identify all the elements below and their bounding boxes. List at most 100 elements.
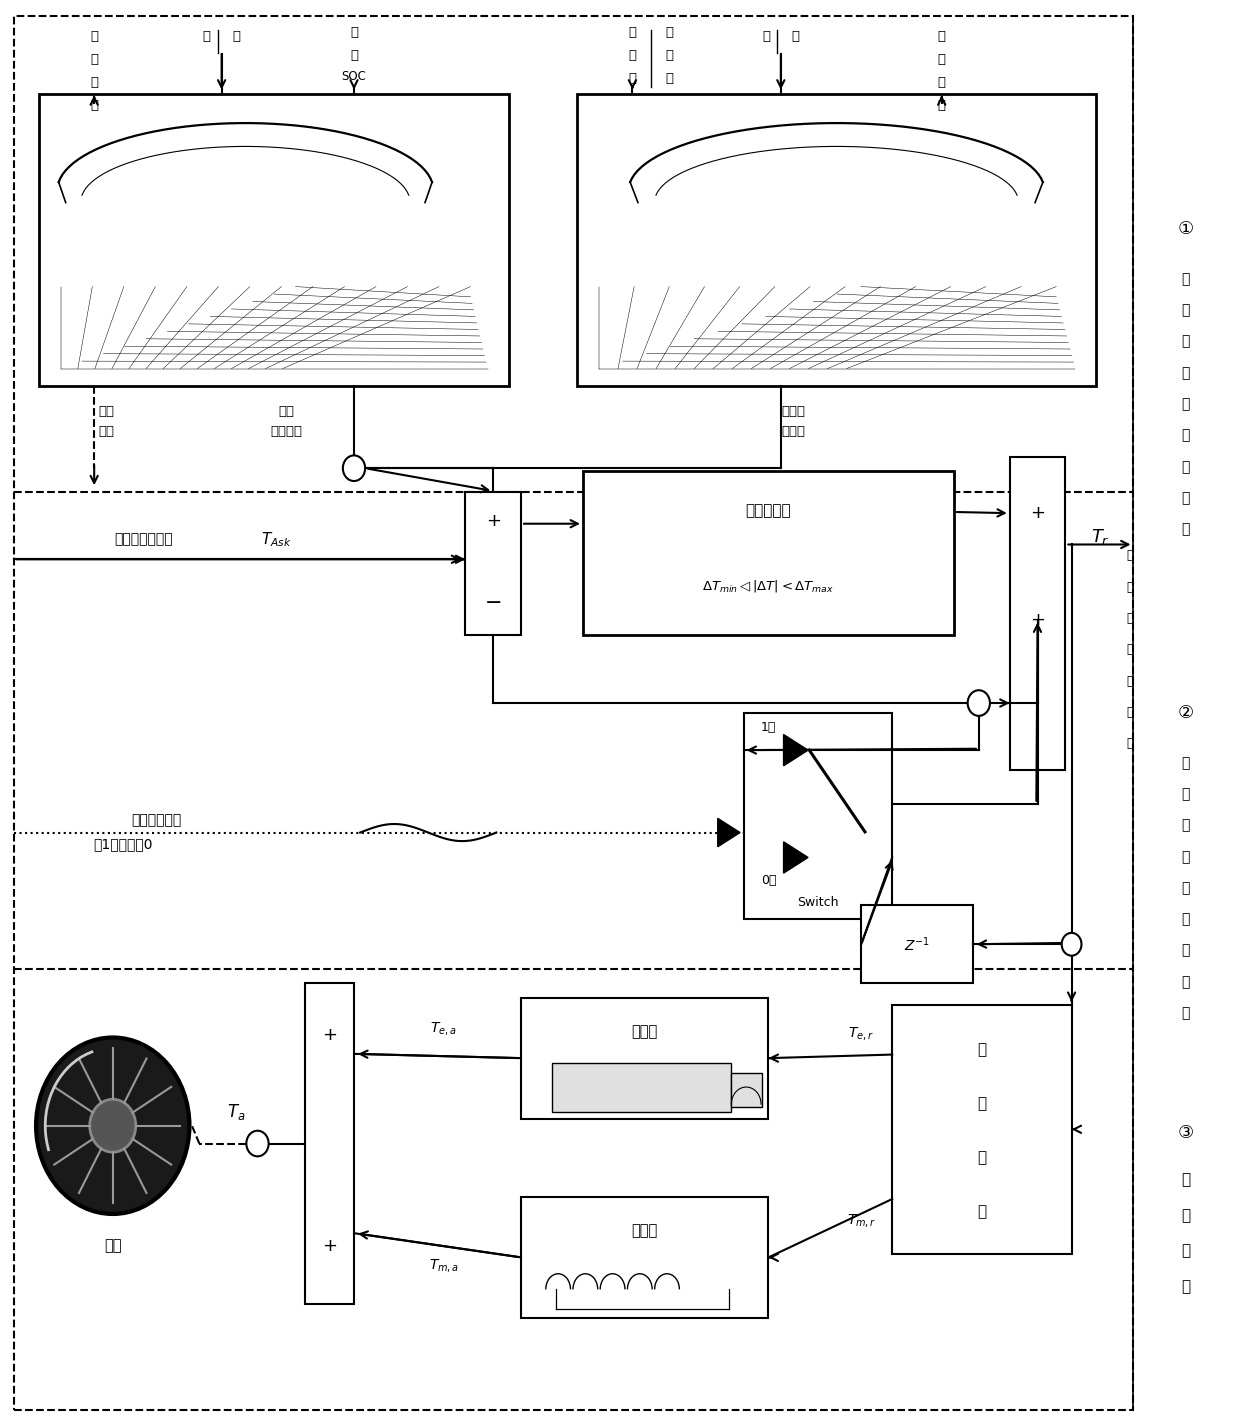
Circle shape (36, 1038, 190, 1214)
Text: 驾: 驾 (1182, 272, 1189, 287)
Circle shape (343, 455, 365, 481)
Text: 动: 动 (1182, 756, 1189, 770)
Bar (38, 94, 508, 385)
Text: 制动: 制动 (98, 425, 114, 438)
Text: 速: 速 (791, 30, 800, 43)
Text: 转: 转 (977, 1042, 987, 1057)
Text: 制动转矩: 制动转矩 (270, 425, 303, 438)
Text: 柄: 柄 (666, 26, 673, 39)
Text: 电: 电 (350, 26, 358, 39)
Text: 转: 转 (1126, 706, 1133, 719)
Bar (583, 471, 954, 635)
Bar (744, 713, 893, 920)
Text: 位: 位 (666, 48, 673, 61)
Text: +: + (321, 1236, 337, 1255)
Bar (732, 1072, 763, 1107)
Text: 需: 需 (1182, 366, 1189, 379)
Text: 手: 手 (629, 71, 636, 84)
Text: ①: ① (1177, 220, 1193, 238)
Text: 板: 板 (937, 98, 946, 111)
Text: 解: 解 (1182, 1007, 1189, 1020)
Text: 转: 转 (1182, 913, 1189, 927)
Text: Switch: Switch (797, 896, 838, 908)
Text: 求: 求 (1126, 674, 1133, 687)
Text: 车: 车 (763, 30, 770, 43)
Text: 源: 源 (1182, 819, 1189, 833)
Text: 板: 板 (91, 98, 98, 111)
Bar (577, 94, 1096, 385)
Bar (1009, 456, 1065, 770)
Text: 力: 力 (1182, 787, 1189, 801)
Text: 求: 求 (1182, 398, 1189, 411)
Text: ③: ③ (1177, 1124, 1193, 1142)
Circle shape (247, 1131, 269, 1156)
Text: 驱动: 驱动 (104, 1238, 122, 1253)
Text: SOC: SOC (341, 70, 367, 83)
Bar (862, 906, 972, 984)
Text: 矩: 矩 (977, 1097, 987, 1111)
Polygon shape (718, 819, 740, 847)
Text: 速: 速 (937, 53, 946, 66)
Text: 转: 转 (1182, 428, 1189, 442)
Text: 置: 置 (666, 71, 673, 84)
Bar (521, 998, 769, 1118)
Text: $T_{Ask}$: $T_{Ask}$ (260, 530, 291, 549)
Text: 分: 分 (1180, 1243, 1190, 1259)
Text: 限制变化率: 限制变化率 (745, 503, 791, 518)
Text: 加: 加 (937, 30, 946, 43)
Text: $T_{m,r}$: $T_{m,r}$ (847, 1212, 875, 1229)
Text: +: + (1030, 505, 1045, 522)
Circle shape (89, 1099, 135, 1152)
Text: 矩: 矩 (1180, 1208, 1190, 1224)
Text: 机械: 机械 (98, 405, 114, 418)
Text: $T_{e,a}$: $T_{e,a}$ (430, 1020, 458, 1037)
Text: 档: 档 (629, 48, 636, 61)
Bar (552, 1064, 732, 1111)
Text: $Z^{-1}$: $Z^{-1}$ (904, 935, 930, 954)
Polygon shape (784, 734, 808, 766)
Text: $T_{m,a}$: $T_{m,a}$ (429, 1256, 459, 1273)
Text: +: + (486, 512, 501, 530)
Text: +: + (1030, 610, 1045, 629)
Text: +: + (321, 1025, 337, 1044)
Text: 力: 力 (1126, 580, 1133, 593)
Circle shape (967, 690, 990, 716)
Text: 求转矩: 求转矩 (781, 425, 805, 438)
Text: 矩: 矩 (1126, 737, 1133, 750)
Text: 配: 配 (1180, 1279, 1190, 1293)
Text: 动: 动 (91, 53, 98, 66)
Text: 速: 速 (232, 30, 241, 43)
Text: 1通: 1通 (761, 722, 776, 734)
Text: 换: 换 (629, 26, 636, 39)
Text: −: − (485, 593, 502, 613)
Text: 需: 需 (1182, 850, 1189, 864)
Text: 发动机: 发动机 (631, 1024, 658, 1040)
Text: 踏: 踏 (937, 76, 946, 88)
Text: 池: 池 (350, 48, 358, 61)
Text: 动: 动 (1126, 549, 1133, 562)
Text: 0通: 0通 (760, 874, 776, 887)
Text: 分: 分 (977, 1151, 987, 1165)
Bar (521, 1196, 769, 1318)
Bar (305, 984, 353, 1303)
Text: 员: 员 (1182, 335, 1189, 348)
Text: $T_r$: $T_r$ (1091, 528, 1110, 548)
Text: 模式切换时刻: 模式切换时刻 (131, 813, 181, 827)
Text: 配: 配 (977, 1205, 987, 1219)
Text: 驱动需: 驱动需 (781, 405, 805, 418)
Polygon shape (784, 841, 808, 873)
Text: 求: 求 (1182, 491, 1189, 505)
Text: 再生: 再生 (278, 405, 294, 418)
Text: 制: 制 (91, 30, 98, 43)
Bar (893, 1005, 1071, 1253)
Text: 解: 解 (1182, 522, 1189, 536)
Text: 驾驶员需求转矩: 驾驶员需求转矩 (114, 532, 174, 546)
Text: 矩: 矩 (1182, 459, 1189, 473)
Text: 为1，否则为0: 为1，否则为0 (93, 837, 153, 851)
Text: 需: 需 (1126, 643, 1133, 656)
Circle shape (1061, 933, 1081, 955)
Text: 求: 求 (1182, 975, 1189, 990)
Text: 源: 源 (1126, 612, 1133, 625)
Text: 求: 求 (1182, 881, 1189, 896)
Text: 踏: 踏 (91, 76, 98, 88)
